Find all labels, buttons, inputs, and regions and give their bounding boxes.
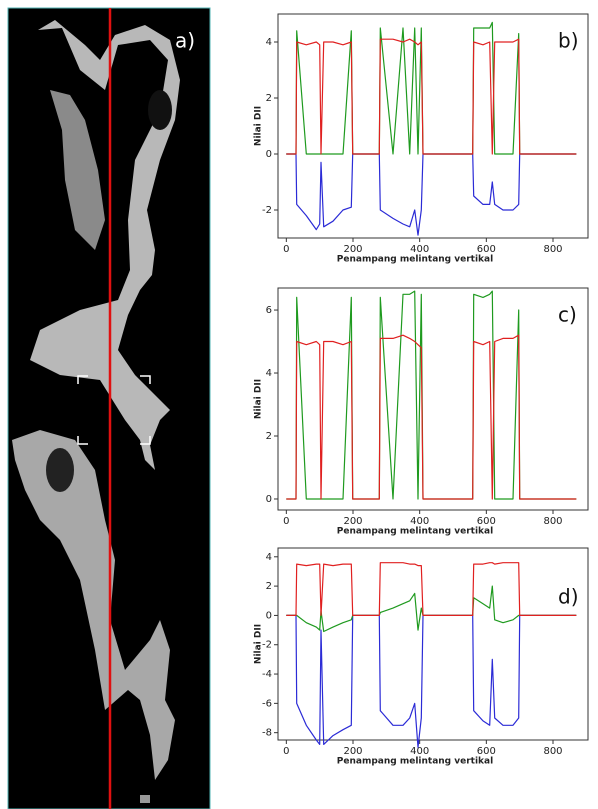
y-tick-label: -8 — [262, 728, 272, 739]
y-axis-title: Nilai DII — [254, 624, 264, 664]
x-tick-label: 600 — [477, 516, 496, 527]
y-tick-label: 0 — [266, 610, 272, 621]
y-tick-label: -2 — [262, 205, 272, 216]
y-tick-label: -2 — [262, 640, 272, 651]
zoom-bracket — [77, 375, 151, 445]
island-shape — [30, 20, 180, 470]
x-tick-label: 0 — [283, 244, 289, 255]
x-tick-label: 200 — [343, 746, 362, 757]
chart: -8 -6 -4 -2 0 2 4 0 200 400 600 800 Penampang melint… — [254, 547, 589, 767]
island-shape — [140, 795, 150, 803]
x-tick-label: 400 — [410, 746, 429, 757]
island-shape — [12, 430, 175, 780]
island-shape — [50, 90, 105, 250]
x-tick-label: 600 — [477, 244, 496, 255]
panel-label: a) — [175, 29, 195, 53]
x-tick-label: 400 — [410, 516, 429, 527]
series-line — [286, 38, 577, 155]
panel-label: b) — [558, 29, 579, 53]
series-line — [286, 585, 577, 633]
y-tick-label: 0 — [266, 494, 272, 505]
y-tick-label: 0 — [266, 149, 272, 160]
x-axis-title: Penampang melintang vertikal — [337, 527, 493, 537]
y-tick-label: 4 — [266, 368, 272, 379]
image-panel: a) — [7, 7, 211, 809]
plot-frame — [277, 13, 589, 239]
panel-label: d) — [558, 585, 579, 609]
x-tick-label: 800 — [543, 244, 562, 255]
x-axis-title: Penampang melintang vertikal — [337, 255, 493, 265]
chart: -2 0 2 4 0 200 400 600 800 Penampang melintang ve… — [254, 13, 589, 265]
series-line — [286, 153, 577, 236]
series-line — [286, 334, 577, 500]
y-tick-label: -6 — [262, 698, 272, 709]
x-tick-label: 800 — [543, 516, 562, 527]
island-shape — [148, 90, 172, 130]
y-tick-label: 2 — [266, 581, 272, 592]
y-tick-label: 6 — [266, 305, 272, 316]
x-tick-label: 400 — [410, 244, 429, 255]
y-tick-label: 2 — [266, 93, 272, 104]
y-tick-label: -4 — [262, 669, 272, 680]
y-axis-title: Nilai DII — [254, 106, 264, 146]
panel-label: c) — [558, 303, 577, 327]
series-line — [286, 562, 577, 616]
y-tick-label: 2 — [266, 431, 272, 442]
y-tick-label: 4 — [266, 37, 272, 48]
x-tick-label: 200 — [343, 516, 362, 527]
plot-frame — [277, 287, 589, 511]
y-tick-label: 4 — [266, 552, 272, 563]
plot-frame — [277, 547, 589, 741]
x-tick-label: 200 — [343, 244, 362, 255]
x-axis-title: Penampang melintang vertikal — [337, 757, 493, 767]
series-line — [286, 614, 577, 748]
chart: 0 2 4 6 0 200 400 600 800 Penampang melintang ver… — [254, 287, 589, 537]
island-shape — [46, 448, 74, 492]
x-tick-label: 0 — [283, 516, 289, 527]
x-tick-label: 0 — [283, 746, 289, 757]
x-tick-label: 600 — [477, 746, 496, 757]
x-tick-label: 800 — [543, 746, 562, 757]
y-axis-title: Nilai DII — [254, 379, 264, 419]
